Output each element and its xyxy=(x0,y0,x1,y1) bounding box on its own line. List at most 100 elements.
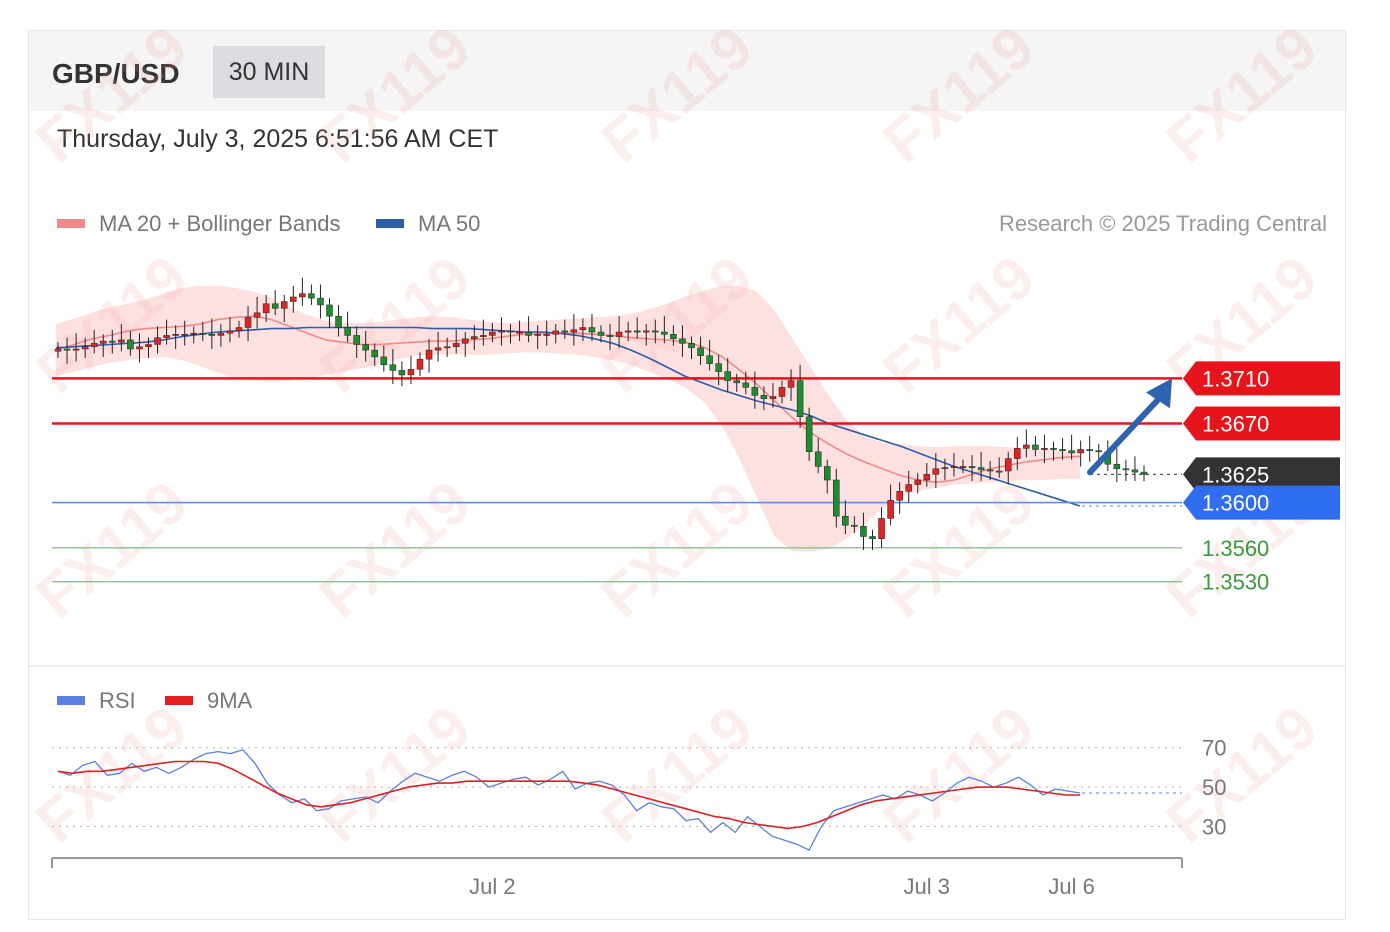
timeframe-button[interactable]: 30 MIN xyxy=(213,46,325,98)
bullish-candle xyxy=(235,327,243,332)
bullish-candle xyxy=(163,335,170,338)
time-axis-layer: Jul 2 Jul 3 Jul 6 xyxy=(51,857,1183,899)
bearish-candle xyxy=(335,315,342,328)
resistance-tag xyxy=(1183,361,1340,396)
bullish-candle xyxy=(579,327,587,331)
bearish-candle xyxy=(308,293,315,299)
bearish-candle xyxy=(715,363,722,372)
bullish-candle xyxy=(136,346,143,350)
bullish-candle xyxy=(443,346,451,349)
moving-average-layer xyxy=(55,315,1182,507)
bearish-candle xyxy=(796,380,804,418)
bullish-candle xyxy=(489,331,496,336)
resistance-label: 1.3670 xyxy=(1202,412,1269,437)
bollinger-band xyxy=(56,285,1080,552)
bearish-candle xyxy=(371,349,378,358)
time-tick-label: Jul 6 xyxy=(1048,874,1094,899)
bearish-candle xyxy=(1032,444,1039,450)
support-label: 1.3530 xyxy=(1202,570,1269,595)
legend-ma20-label: MA 20 + Bollinger Bands xyxy=(99,211,341,236)
bearish-candle xyxy=(814,451,822,467)
bearish-candle xyxy=(670,334,677,340)
bullish-candle xyxy=(81,346,89,350)
bearish-candle xyxy=(588,327,596,333)
bullish-candle xyxy=(1077,449,1084,454)
watermark-layer: FX119 FX119 FX119 FX119 FX119 FX119 FX119 FX119… xyxy=(24,13,1330,856)
chart-header: GBP/USD 30 MIN xyxy=(29,31,1345,111)
current-label: 1.3625 xyxy=(1202,462,1269,487)
resistance-label: 1.3710 xyxy=(1202,366,1269,391)
legend-ma50: MA 50 xyxy=(376,211,480,237)
bearish-candle xyxy=(561,330,569,333)
bullish-candle xyxy=(552,330,559,335)
rsi-layer: 70 50 30 xyxy=(52,736,1226,851)
time-tick-label: Jul 2 xyxy=(469,874,515,899)
bearish-candle xyxy=(1113,463,1121,469)
legend-ma20: MA 20 + Bollinger Bands xyxy=(57,211,341,237)
bullish-candle xyxy=(941,467,949,470)
bullish-candle xyxy=(932,468,940,475)
bearish-candle xyxy=(697,347,704,357)
level-labels-layer: 1.3710 1.3670 1.3625 1.3600 1.3560 1.3530 xyxy=(1183,361,1340,595)
bullish-candle xyxy=(896,491,903,501)
ma20-line xyxy=(55,315,1081,484)
bearish-candle xyxy=(1068,450,1075,454)
legend-9ma: 9MA xyxy=(165,688,252,714)
rsi-swatch xyxy=(57,695,85,705)
watermark-text: FX119 xyxy=(307,13,483,176)
watermark-text: FX119 xyxy=(24,13,200,176)
bearish-candle xyxy=(525,331,532,336)
bullish-candle xyxy=(253,312,261,318)
bullish-candle xyxy=(118,339,125,343)
legend-9ma-label: 9MA xyxy=(207,688,253,713)
bullish-candle xyxy=(914,479,921,485)
bearish-candle xyxy=(661,331,668,335)
watermark-text: FX119 xyxy=(307,468,483,631)
support-label: 1.3560 xyxy=(1202,536,1269,561)
bullish-candle xyxy=(281,301,288,309)
bullish-candle xyxy=(154,337,161,345)
forecast-arrow-shaft xyxy=(1087,391,1166,476)
bearish-candle xyxy=(389,364,397,371)
9ma-swatch xyxy=(165,695,193,705)
bearish-candle xyxy=(751,387,759,396)
bullish-candle xyxy=(462,338,469,344)
bearish-candle xyxy=(317,297,324,306)
price-levels-layer xyxy=(52,377,1182,583)
bearish-candle xyxy=(63,348,71,351)
bearish-candle xyxy=(1140,471,1148,475)
bullish-candle xyxy=(624,330,632,333)
bearish-candle xyxy=(362,344,369,351)
watermark-text: FX119 xyxy=(871,243,1047,406)
resistance-tag xyxy=(1183,406,1340,441)
bearish-candle xyxy=(679,338,686,344)
9ma-line xyxy=(57,760,1080,830)
pivot-tag xyxy=(1183,485,1340,520)
rsi-tick-label: 30 xyxy=(1202,814,1226,839)
watermark-text: FX119 xyxy=(871,13,1047,176)
bullish-candle xyxy=(516,331,523,334)
bullish-candle xyxy=(923,474,931,481)
bearish-candle xyxy=(271,303,279,309)
bullish-candle xyxy=(878,518,885,539)
bullish-candle xyxy=(643,330,650,333)
bullish-candle xyxy=(480,335,487,337)
bullish-candle xyxy=(434,347,442,351)
bearish-candle xyxy=(833,479,840,517)
bearish-candle xyxy=(860,526,867,537)
bearish-candle xyxy=(824,466,831,481)
bullish-candle xyxy=(407,369,415,376)
bullish-candle xyxy=(262,303,270,314)
bullish-candle xyxy=(769,396,777,399)
legend-rsi-label: RSI xyxy=(99,688,136,713)
bullish-candle xyxy=(570,329,578,333)
bearish-candle xyxy=(353,335,360,345)
bullish-candle xyxy=(471,336,478,340)
bearish-candle xyxy=(851,524,858,527)
ma20-swatch xyxy=(57,218,85,228)
bearish-candle xyxy=(742,382,750,388)
copyright-text: Research © 2025 Trading Central xyxy=(998,211,1327,236)
bearish-candle xyxy=(109,340,116,343)
ma50-line xyxy=(55,326,1081,507)
